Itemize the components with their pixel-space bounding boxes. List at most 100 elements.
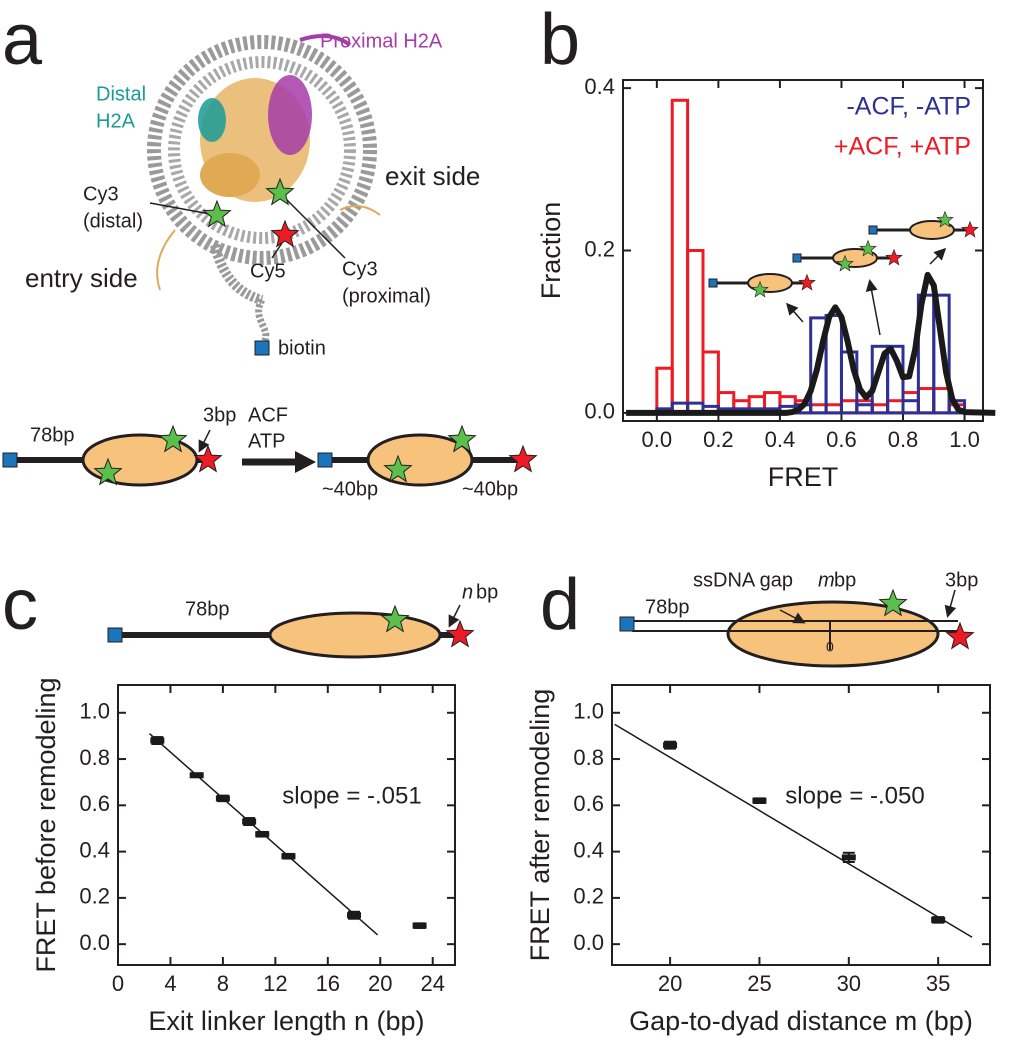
x-tick-label: 0.2 [703, 427, 734, 452]
data-point [841, 854, 856, 861]
legend-entry: +ACF, +ATP [834, 133, 971, 161]
enzyme-label: ACF [248, 404, 288, 426]
y-tick-label: 0.4 [79, 837, 110, 862]
data-point [347, 912, 362, 919]
linker-label: ~40bp [322, 478, 378, 500]
histogram-bar [932, 387, 951, 415]
histogram-bar [932, 293, 951, 415]
fret-state-icons [708, 211, 979, 336]
linker-label: 78bp [645, 596, 690, 618]
linker-variable: n [462, 581, 473, 603]
schematic-before [2, 425, 222, 487]
schematic-d [619, 589, 974, 668]
dye-label: (distal) [83, 210, 143, 232]
histogram-bar [855, 403, 874, 415]
linker-unit: bp [476, 581, 498, 603]
annotation: slope = -.050 [785, 782, 924, 809]
x-tick-label: 20 [368, 971, 392, 996]
plot-frame [611, 684, 991, 966]
x-tick-label: 24 [420, 971, 444, 996]
linker-label: 3bp [945, 569, 978, 591]
pointer [271, 242, 283, 259]
linker-label: 3bp [203, 404, 236, 426]
reaction-arrow-head [295, 451, 316, 473]
biotin-square [254, 340, 270, 356]
data-point [931, 916, 946, 923]
histogram-bar [916, 387, 936, 415]
structure-label: Proximal H2A [320, 30, 443, 52]
x-tick-label: 0.0 [642, 427, 673, 452]
data-point [150, 737, 165, 744]
dye-label: Cy5 [250, 260, 286, 282]
histogram-bar [947, 399, 967, 415]
x-tick-label: 35 [926, 971, 950, 996]
histogram-bar [686, 249, 705, 415]
y-tick-label: 0.2 [573, 884, 604, 909]
biotin-label: biotin [278, 337, 326, 359]
plot-frame [622, 79, 984, 422]
linker-label: 78bp [30, 424, 75, 446]
x-tick-label: 30 [837, 971, 861, 996]
x-tick-label: 0.8 [888, 427, 919, 452]
x-tick-label: 0.6 [826, 427, 857, 452]
y-tick-label: 0.0 [79, 930, 110, 955]
y-axis-label: FRET before remodeling [31, 677, 61, 972]
structure-label: Distal [96, 83, 146, 105]
plot-frame [117, 684, 456, 966]
dye-label: Cy3 [83, 183, 119, 205]
histogram-bar [855, 399, 874, 415]
panel-label: b [540, 0, 580, 80]
data-point [281, 853, 296, 860]
x-tick-label: 25 [747, 971, 771, 996]
histogram-bar [670, 98, 690, 415]
gap-variable: m [818, 569, 835, 591]
pointer [149, 202, 211, 215]
schematic-c [107, 604, 474, 659]
dye-label: Cy3 [342, 258, 378, 280]
cy5-star [271, 220, 299, 247]
x-tick-label: 20 [658, 971, 682, 996]
y-axis-label: FRET after remodeling [525, 689, 555, 962]
y-tick-label: 0.6 [573, 791, 604, 816]
x-axis-label: FRET [768, 462, 839, 492]
gap-label: ssDNA gap [693, 569, 793, 591]
data-point [255, 831, 270, 838]
dye-label: (proximal) [342, 285, 431, 307]
x-tick-label: 0 [112, 971, 124, 996]
y-tick-label: 0.2 [584, 236, 615, 261]
x-tick-label: 8 [217, 971, 229, 996]
data-point [242, 818, 257, 825]
y-tick-label: 0.4 [573, 837, 604, 862]
histogram-bar [701, 350, 720, 415]
side-label: exit side [385, 161, 480, 191]
legend-entry: -ACF, -ATP [846, 93, 971, 121]
y-tick-label: 0.0 [584, 399, 615, 424]
dyad-label: 0 [826, 639, 834, 655]
histogram-bar [839, 399, 859, 415]
enzyme-label: ATP [248, 430, 285, 452]
fit-line [614, 723, 973, 938]
data-point [412, 922, 427, 929]
histogram-bar [886, 399, 905, 415]
x-axis-label: Exit linker length n (bp) [148, 1006, 424, 1036]
y-tick-label: 0.4 [584, 74, 615, 99]
histogram-bar [901, 391, 920, 415]
data-point [663, 742, 678, 749]
x-tick-label: 0.4 [765, 427, 796, 452]
panel-label: a [2, 0, 43, 80]
data-point [189, 772, 204, 779]
y-tick-label: 1.0 [79, 699, 110, 724]
fit-line [626, 271, 996, 416]
schematic-after [317, 425, 537, 487]
histogram-bar [655, 366, 674, 415]
linker-label: ~40bp [462, 478, 518, 500]
y-tick-label: 0.0 [573, 930, 604, 955]
data-point [215, 795, 230, 802]
structure-label: H2A [96, 110, 136, 132]
annotation: slope = -.051 [282, 782, 421, 809]
x-axis-label: Gap-to-dyad distance m (bp) [629, 1006, 973, 1036]
x-tick-label: 1.0 [949, 427, 980, 452]
gap-unit: bp [834, 569, 856, 591]
